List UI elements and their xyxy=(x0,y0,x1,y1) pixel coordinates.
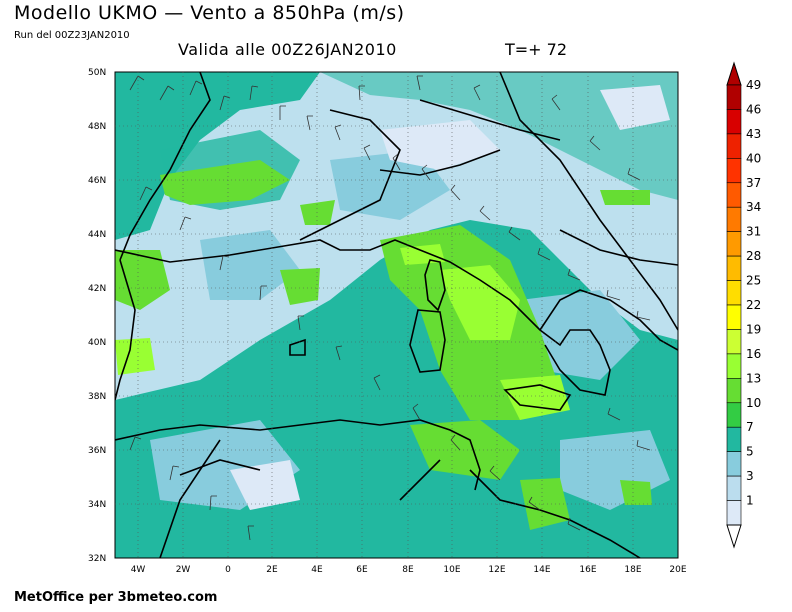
colorbar-label: 13 xyxy=(746,371,761,385)
lon-label: 0 xyxy=(225,565,231,575)
colorbar-segment xyxy=(726,206,742,232)
colorbar-label: 28 xyxy=(746,249,761,263)
colorbar-label: 46 xyxy=(746,102,761,116)
colorbar-segment xyxy=(726,426,742,452)
colorbar-segment xyxy=(726,378,742,404)
colorbar-segment xyxy=(726,402,742,428)
colorbar-label: 16 xyxy=(746,347,761,361)
colorbar-label: 43 xyxy=(746,127,761,141)
colorbar-segment xyxy=(726,304,742,330)
lon-label: 18E xyxy=(624,565,641,575)
colorbar-segment xyxy=(726,451,742,477)
colorbar-label: 37 xyxy=(746,176,761,190)
colorbar-label: 34 xyxy=(746,200,761,214)
longitude-labels: 4W 2W 0 2E 4E 6E 8E 10E 12E 14E 16E 18E … xyxy=(131,565,687,575)
lat-label: 38N xyxy=(88,392,106,402)
colorbar-label: 25 xyxy=(746,274,761,288)
lat-label: 34N xyxy=(88,500,106,510)
colorbar-segment xyxy=(726,353,742,379)
colorbar-segment xyxy=(726,329,742,355)
lat-label: 42N xyxy=(88,284,106,294)
islands xyxy=(289,259,572,411)
colorbar-label: 19 xyxy=(746,322,761,336)
lon-label: 2W xyxy=(176,565,191,575)
lon-label: 14E xyxy=(533,565,550,575)
colorbar-label: 49 xyxy=(746,78,761,92)
lon-label: 16E xyxy=(579,565,596,575)
colorbar-segment xyxy=(726,500,742,526)
colorbar-segment xyxy=(726,109,742,135)
lon-label: 10E xyxy=(443,565,460,575)
lat-label: 48N xyxy=(88,122,106,132)
colorbar-segment xyxy=(726,158,742,184)
lon-label: 20E xyxy=(669,565,686,575)
lat-label: 44N xyxy=(88,230,106,240)
graticule xyxy=(115,72,678,558)
forecast-step: T=+ 72 xyxy=(505,40,568,59)
footer-credit: MetOffice per 3bmeteo.com xyxy=(14,590,218,605)
colorbar-label: 31 xyxy=(746,225,761,239)
lon-label: 2E xyxy=(266,565,278,575)
colorbar-segment xyxy=(726,231,742,257)
chart-title: Modello UKMO — Vento a 850hPa (m/s) xyxy=(14,2,405,24)
lon-label: 12E xyxy=(488,565,505,575)
lon-label: 8E xyxy=(402,565,414,575)
run-info: Run del 00Z23JAN2010 xyxy=(14,30,130,41)
colorbar-label: 10 xyxy=(746,396,761,410)
colorbar-bottom-arrow xyxy=(726,524,742,549)
colorbar-top-arrow xyxy=(726,61,742,86)
latitude-labels: 50N 48N 46N 44N 42N 40N 38N 36N 34N 32N xyxy=(88,68,106,564)
colorbar-segment xyxy=(726,84,742,110)
lat-label: 32N xyxy=(88,554,106,564)
colorbar-segment xyxy=(726,255,742,281)
colorbar-label: 3 xyxy=(746,469,754,483)
wind-barbs xyxy=(129,75,651,541)
wind-map: 50N 48N 46N 44N 42N 40N 38N 36N 34N 32N … xyxy=(88,61,761,575)
lon-label: 4E xyxy=(311,565,323,575)
lon-label: 4W xyxy=(131,565,146,575)
colorbar-segment xyxy=(726,475,742,501)
lat-label: 50N xyxy=(88,68,106,78)
lon-label: 6E xyxy=(356,565,368,575)
lat-label: 36N xyxy=(88,446,106,456)
lat-label: 40N xyxy=(88,338,106,348)
valid-time: Valida alle 00Z26JAN2010 xyxy=(178,40,397,59)
wind-speed-1-3 xyxy=(230,85,670,510)
colorbar-label: 7 xyxy=(746,420,754,434)
colorbar-segment xyxy=(726,182,742,208)
lat-label: 46N xyxy=(88,176,106,186)
map-frame xyxy=(114,71,679,559)
colorbar-label: 1 xyxy=(746,494,754,508)
colorbar-label: 40 xyxy=(746,151,761,165)
coastlines xyxy=(115,72,678,558)
colorbar-segment xyxy=(726,280,742,306)
colorbar-label: 22 xyxy=(746,298,761,312)
colorbar-segment xyxy=(726,133,742,159)
colorbar-label: 5 xyxy=(746,445,754,459)
